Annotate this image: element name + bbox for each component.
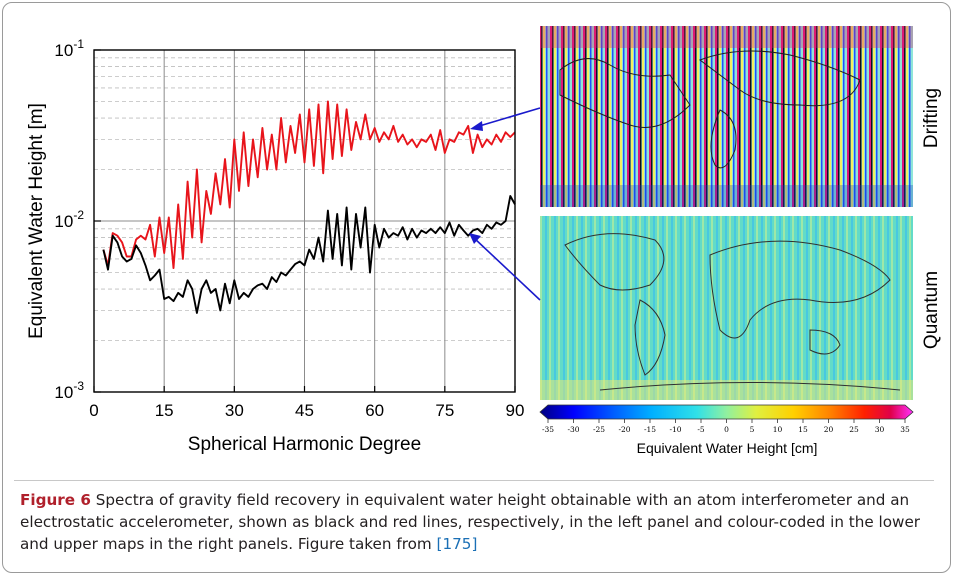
y-axis-label: Equivalent Water Height [m] bbox=[26, 103, 47, 339]
figure-caption: Figure 6 Spectra of gravity field recove… bbox=[14, 480, 940, 555]
panel-label-quantum: Quantum bbox=[921, 271, 942, 349]
caption-text: Spectra of gravity field recovery in equ… bbox=[20, 491, 921, 553]
drifting-map bbox=[540, 26, 913, 207]
colorbar-tick-label: -30 bbox=[567, 425, 579, 434]
colorbar-tick-label: -10 bbox=[669, 425, 681, 434]
x-tick-label: 75 bbox=[435, 401, 454, 420]
caption-label: Figure 6 bbox=[20, 491, 91, 509]
x-tick-label: 0 bbox=[89, 401, 98, 420]
colorbar-tick-label: -5 bbox=[697, 425, 705, 434]
colorbar-tick-label: 30 bbox=[875, 425, 885, 434]
arrow-drifting bbox=[470, 107, 541, 131]
colorbar-tick-label: 0 bbox=[724, 425, 729, 434]
x-tick-label: 45 bbox=[295, 401, 314, 420]
caption-ref[interactable]: [175] bbox=[436, 535, 478, 553]
series-line-red bbox=[102, 100, 516, 270]
x-tick-label: 15 bbox=[155, 401, 174, 420]
colorbar-tick-label: 15 bbox=[798, 425, 808, 434]
x-tick-label: 60 bbox=[365, 401, 384, 420]
y-tick-label: 10-3 bbox=[54, 379, 84, 402]
colorbar-tick-label: 5 bbox=[750, 425, 755, 434]
x-axis-label: Spherical Harmonic Degree bbox=[188, 434, 421, 455]
quantum-map bbox=[540, 216, 913, 400]
x-tick-label: 30 bbox=[225, 401, 244, 420]
colorbar-tick-label: -15 bbox=[644, 425, 656, 434]
colorbar-tick-label: 35 bbox=[900, 425, 910, 434]
y-tick-label: 10-1 bbox=[54, 37, 84, 60]
colorbar-tick-label: 10 bbox=[773, 425, 783, 434]
y-tick-label: 10-2 bbox=[54, 208, 84, 231]
colorbar-tick-label: -35 bbox=[542, 425, 554, 434]
caption-divider bbox=[14, 480, 934, 481]
panel-label-drifting: Drifting bbox=[921, 88, 942, 148]
colorbar bbox=[539, 404, 914, 420]
figure-frame bbox=[2, 2, 951, 573]
figure-graphic: 0 15 30 45 60 75 90 10-3 10-2 10-1 Spherical Harmo… bbox=[26, 26, 942, 456]
colorbar-tick-label: -20 bbox=[618, 425, 630, 434]
colorbar-label: Equivalent Water Height [cm] bbox=[637, 440, 818, 456]
colorbar-tick-label: -25 bbox=[593, 425, 605, 434]
series-line-black bbox=[102, 195, 516, 314]
colorbar-tick-label: 25 bbox=[849, 425, 859, 434]
arrow-quantum bbox=[469, 233, 541, 301]
colorbar-tick-label: 20 bbox=[824, 425, 834, 434]
x-tick-label: 90 bbox=[506, 401, 525, 420]
